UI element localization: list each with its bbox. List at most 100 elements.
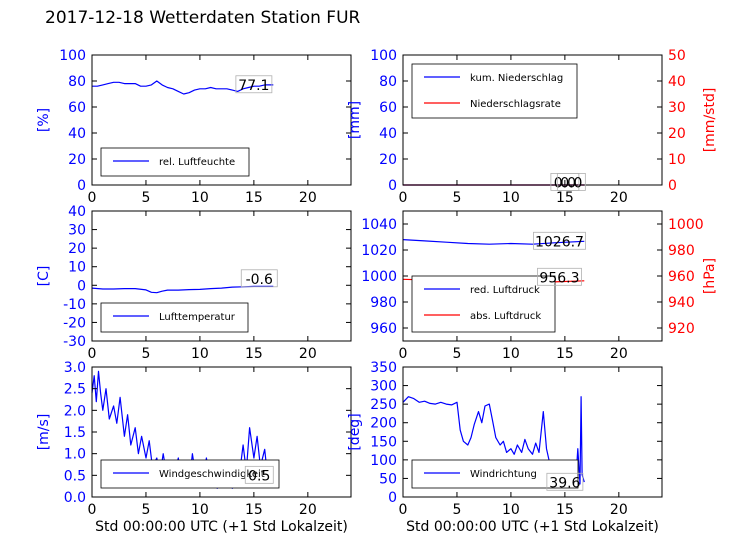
y-tick-label: 300 bbox=[370, 379, 397, 395]
y-tick-label: 40 bbox=[68, 126, 86, 142]
value-annotation: 1026.7 bbox=[535, 234, 584, 250]
y-right-tick-label: 50 bbox=[668, 48, 686, 64]
y-tick-label: 0 bbox=[388, 178, 397, 194]
y-tick-label: 1040 bbox=[361, 217, 397, 233]
y-right-tick-label: 960 bbox=[668, 269, 695, 285]
legend: rel. Luftfeuchte bbox=[100, 147, 250, 177]
x-tick-label: 5 bbox=[141, 502, 150, 518]
y-tick-label: 960 bbox=[370, 321, 397, 337]
value-annotation: 0.0 bbox=[560, 175, 582, 191]
legend-box bbox=[411, 275, 556, 333]
y-axis-label: [%] bbox=[36, 108, 52, 132]
y-right-tick-label: 1000 bbox=[668, 217, 704, 233]
y-tick-label: 60 bbox=[379, 100, 397, 116]
y-tick-label: 2.5 bbox=[64, 382, 86, 398]
y-axis-label: [m/s] bbox=[36, 414, 52, 451]
annotation-box bbox=[537, 267, 582, 286]
x-tick-label: 0 bbox=[88, 502, 97, 518]
legend: kum. Niederschlag Niederschlagsrate bbox=[411, 63, 578, 119]
y-tick-label: 80 bbox=[379, 74, 397, 90]
y-tick-label: 0 bbox=[77, 178, 86, 194]
y-right-axis-label: [hPa] bbox=[702, 258, 718, 294]
y-tick-label: 0 bbox=[388, 490, 397, 506]
annotation-box bbox=[546, 472, 584, 491]
x-tick-label: 15 bbox=[245, 502, 263, 518]
legend: Lufttemperatur bbox=[100, 302, 249, 333]
value-annotation: 77.1 bbox=[238, 78, 269, 94]
y-tick-label: 350 bbox=[370, 360, 397, 376]
y-tick-label: 0.5 bbox=[64, 468, 86, 484]
axes-frame bbox=[91, 54, 352, 186]
y-right-tick-label: 980 bbox=[668, 243, 695, 259]
y-tick-label: 3.0 bbox=[64, 360, 86, 376]
annotation-box bbox=[235, 75, 273, 94]
y-tick-label: 100 bbox=[370, 453, 397, 469]
x-tick-label: 5 bbox=[452, 502, 461, 518]
x-tick-label: 0 bbox=[88, 346, 97, 362]
legend-box bbox=[100, 302, 249, 333]
x-tick-label: 5 bbox=[452, 190, 461, 206]
y-tick-label: 100 bbox=[59, 48, 86, 64]
y-right-tick-label: 30 bbox=[668, 100, 686, 116]
series-line-rel-luftfeuchte bbox=[92, 80, 274, 95]
legend: red. Luftdruck abs. Luftdruck bbox=[411, 275, 556, 333]
x-tick-label: 15 bbox=[556, 190, 574, 206]
chart-panel-windspeed: 0 5 10 15 20 0.0 0.5 1.0 1.5 2.0 2.5 3.0 [m/s] Windge… bbox=[36, 360, 352, 535]
value-annotation: 0.5 bbox=[248, 468, 270, 484]
y-tick-label: 980 bbox=[370, 295, 397, 311]
figure-title: 2017-12-18 Wetterdaten Station FUR bbox=[45, 8, 361, 28]
axes-frame bbox=[91, 210, 352, 342]
axes-frame bbox=[402, 54, 663, 186]
x-tick-label: 20 bbox=[299, 190, 317, 206]
x-tick-label: 20 bbox=[610, 346, 628, 362]
x-tick-label: 10 bbox=[191, 346, 209, 362]
y-right-tick-label: 10 bbox=[668, 152, 686, 168]
y-tick-label: 200 bbox=[370, 416, 397, 432]
y-tick-label: 10 bbox=[68, 260, 86, 276]
y-right-axis-label: [mm/std] bbox=[702, 88, 718, 153]
y-tick-label: -20 bbox=[63, 315, 86, 331]
y-tick-label: 0 bbox=[77, 278, 86, 294]
axes-frame bbox=[402, 366, 663, 498]
value-annotation: -0.6 bbox=[246, 272, 273, 288]
x-tick-label: 10 bbox=[502, 346, 520, 362]
x-tick-label: 10 bbox=[191, 190, 209, 206]
y-tick-label: 0.0 bbox=[64, 490, 86, 506]
x-tick-label: 10 bbox=[502, 502, 520, 518]
x-tick-label: 15 bbox=[556, 346, 574, 362]
chart-panel-temperature: 0 5 10 15 20 -30 -20 -10 0 10 20 30 40 [C] Lufttempera… bbox=[36, 204, 352, 362]
y-tick-label: -10 bbox=[63, 297, 86, 313]
y-right-tick-label: 0 bbox=[668, 178, 677, 194]
legend-label: Windgeschwindigkeit bbox=[159, 469, 265, 480]
y-tick-label: 1.5 bbox=[64, 425, 86, 441]
x-tick-label: 10 bbox=[191, 502, 209, 518]
value-annotation: 0.0 bbox=[554, 175, 576, 191]
legend: Windrichtung bbox=[411, 459, 579, 489]
y-tick-label: -30 bbox=[63, 334, 86, 350]
legend-box bbox=[100, 147, 250, 177]
x-axis-label: Std 00:00:00 UTC (+1 Std Lokalzeit) bbox=[95, 519, 348, 535]
chart-panel-humidity: 0 5 10 15 20 0 20 40 60 80 100 [%] rel. Luftfeuchte 7… bbox=[36, 48, 352, 206]
annotation-box bbox=[244, 465, 274, 484]
y-tick-label: 40 bbox=[68, 204, 86, 220]
y-right-tick-label: 40 bbox=[668, 74, 686, 90]
x-tick-label: 5 bbox=[141, 346, 150, 362]
chart-panel-precipitation: 0 5 10 15 20 0 20 40 60 80 100 0 10 20 30 40 50 [mm] [mm/s… bbox=[347, 48, 718, 206]
x-tick-label: 15 bbox=[245, 346, 263, 362]
x-tick-label: 5 bbox=[452, 346, 461, 362]
legend-label: rel. Luftfeuchte bbox=[159, 157, 235, 168]
x-tick-label: 0 bbox=[399, 190, 408, 206]
legend-box bbox=[411, 459, 579, 489]
y-axis-label: [C] bbox=[36, 266, 52, 287]
legend-label: abs. Luftdruck bbox=[470, 311, 541, 322]
x-tick-label: 10 bbox=[502, 190, 520, 206]
y-tick-label: 60 bbox=[68, 100, 86, 116]
x-tick-label: 20 bbox=[610, 502, 628, 518]
y-tick-label: 30 bbox=[68, 223, 86, 239]
x-tick-label: 0 bbox=[399, 346, 408, 362]
value-annotation: 956.3 bbox=[539, 270, 579, 286]
legend-label: Lufttemperatur bbox=[159, 312, 236, 323]
x-tick-label: 20 bbox=[299, 502, 317, 518]
value-annotation: 39.6 bbox=[549, 475, 580, 491]
